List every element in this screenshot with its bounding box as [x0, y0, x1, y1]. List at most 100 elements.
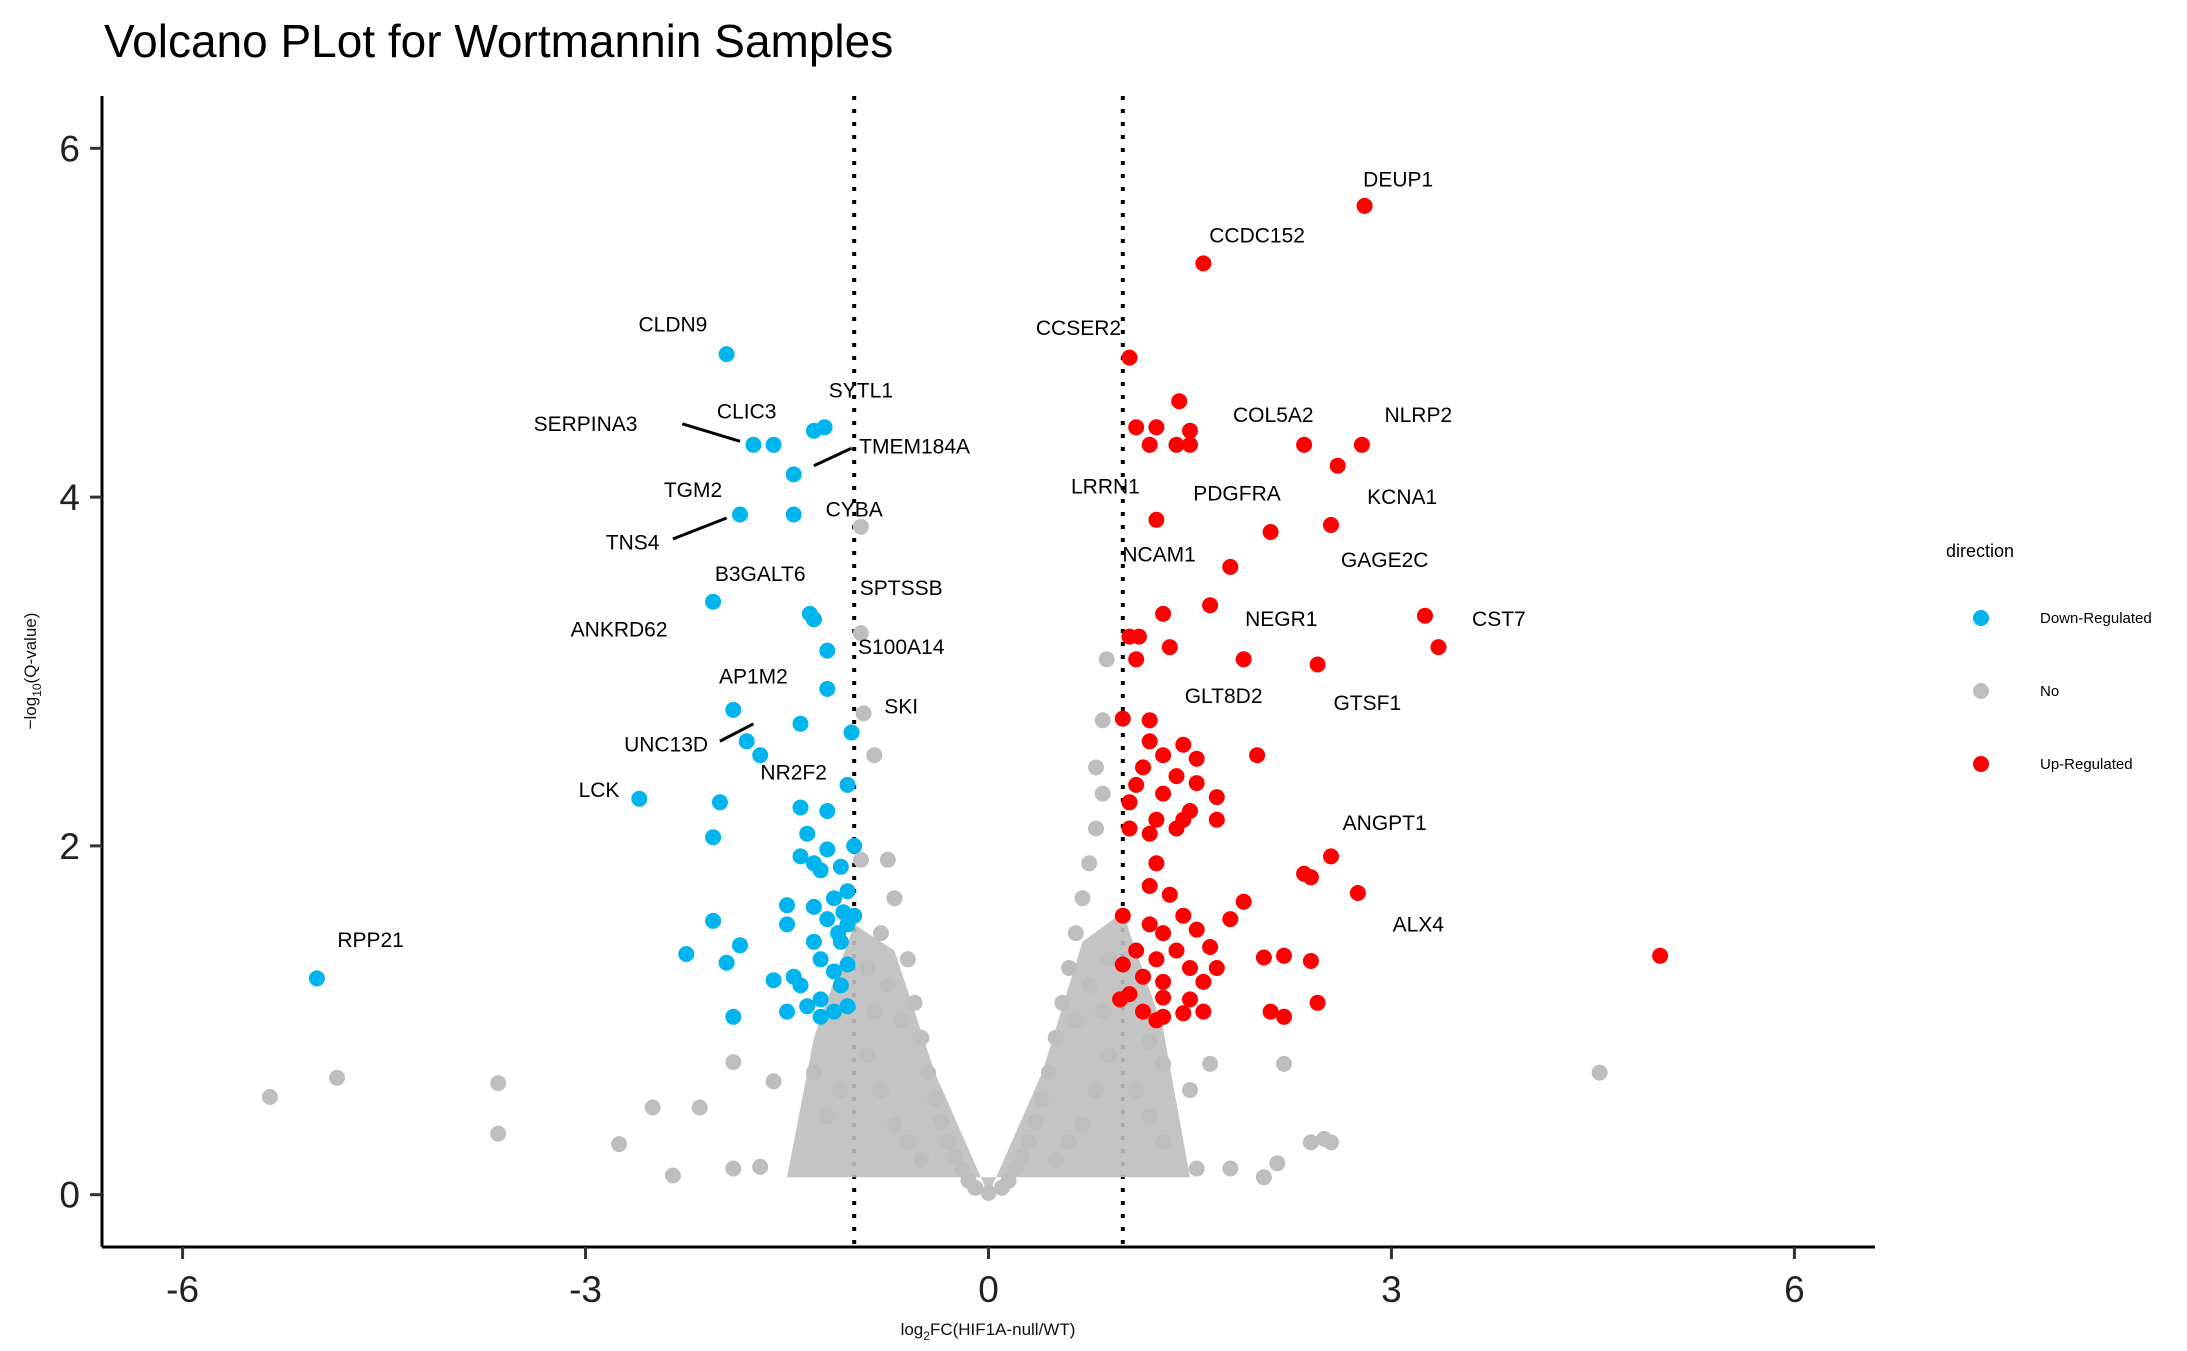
point-no: [1128, 1082, 1145, 1098]
point-down-regulated: [832, 858, 849, 875]
point-no: [1188, 1160, 1205, 1177]
point-no: [1054, 994, 1071, 1011]
point-down-regulated: [805, 898, 822, 915]
point-up-regulated: [1276, 947, 1292, 964]
label-connector: [672, 516, 728, 541]
point-down-regulated: [779, 897, 795, 914]
point-up-regulated: [1208, 960, 1225, 976]
y-tick-label: 2: [59, 826, 80, 867]
point-down-regulated: [631, 790, 648, 807]
point-up-regulated: [1208, 811, 1225, 828]
point-no: [1182, 1082, 1198, 1098]
point-no: [1094, 712, 1111, 729]
point-up-regulated: [1168, 820, 1185, 837]
point-no: [886, 1116, 903, 1133]
point-no: [893, 1012, 910, 1029]
point-no: [980, 1184, 997, 1201]
point-no: [1067, 925, 1084, 942]
point-no: [691, 1099, 708, 1116]
point-no: [1047, 1029, 1064, 1046]
point-up-regulated: [1112, 991, 1129, 1008]
point-no: [946, 1148, 963, 1165]
point-up-regulated: [1302, 869, 1319, 886]
point-up-regulated: [1168, 768, 1185, 785]
gene-label-ncam1: NCAM1: [1122, 544, 1196, 567]
point-no: [1323, 1134, 1339, 1151]
point-up-regulated: [1430, 639, 1447, 656]
point-down-regulated: [819, 841, 836, 858]
gene-label-cst7: CST7: [1472, 608, 1526, 631]
point-down-regulated: [819, 642, 836, 659]
point-no: [765, 1073, 782, 1090]
point-up-regulated: [1141, 878, 1158, 894]
point-down-regulated: [678, 946, 695, 962]
point-up-regulated: [1195, 255, 1212, 272]
point-no: [1067, 1012, 1084, 1029]
point-up-regulated: [1249, 747, 1266, 764]
gene-label-pdgfra: PDGFRA: [1193, 483, 1281, 506]
gene-label-deup1: DEUP1: [1363, 169, 1433, 192]
point-down-regulated: [832, 933, 849, 950]
point-up-regulated: [1296, 436, 1313, 453]
point-down-regulated: [718, 954, 735, 971]
point-up-regulated: [1652, 947, 1669, 964]
point-down-regulated: [805, 933, 822, 950]
gene-label-rpp21: RPP21: [337, 929, 404, 952]
gene-label-lck: LCK: [579, 779, 620, 802]
point-up-regulated: [1417, 607, 1433, 624]
point-no: [1020, 1134, 1037, 1151]
point-no: [852, 625, 869, 642]
y-tick-label: 0: [59, 1175, 80, 1216]
point-no: [1094, 785, 1111, 802]
point-no: [1098, 651, 1115, 668]
point-up-regulated: [1128, 776, 1145, 793]
point-no: [1088, 820, 1104, 837]
point-no: [752, 1158, 769, 1175]
point-no: [926, 1090, 943, 1107]
point-no: [1061, 960, 1078, 976]
point-no: [852, 851, 869, 868]
gene-label-glt8d2: GLT8D2: [1185, 685, 1263, 708]
point-no: [940, 1134, 957, 1151]
point-no: [866, 747, 883, 764]
point-up-regulated: [1141, 916, 1158, 933]
point-up-regulated: [1155, 605, 1172, 622]
gene-label-nr2f2: NR2F2: [760, 762, 827, 785]
legend-label: Down-Regulated: [2040, 610, 2152, 627]
point-up-regulated: [1130, 628, 1147, 645]
point-down-regulated: [839, 776, 856, 793]
legend-label: No: [2040, 683, 2059, 700]
point-up-regulated: [1114, 907, 1131, 924]
point-up-regulated: [1276, 1008, 1292, 1025]
point-up-regulated: [1309, 994, 1326, 1011]
point-no: [933, 1113, 950, 1130]
point-no: [644, 1099, 661, 1116]
x-tick-label: 3: [1381, 1269, 1402, 1310]
point-down-regulated: [843, 724, 860, 741]
point-up-regulated: [1195, 1003, 1212, 1020]
point-up-regulated: [1302, 953, 1319, 969]
point-up-regulated: [1235, 651, 1252, 668]
point-up-regulated: [1323, 848, 1339, 865]
point-no: [1094, 1003, 1111, 1020]
gene-label-alx4: ALX4: [1393, 913, 1445, 936]
point-up-regulated: [1148, 511, 1165, 528]
label-connectors: [672, 422, 853, 743]
gene-label-kcna1: KCNA1: [1367, 486, 1437, 509]
gene-label-negr1: NEGR1: [1245, 608, 1317, 631]
point-up-regulated: [1208, 789, 1225, 806]
point-no: [1276, 1055, 1292, 1072]
point-up-regulated: [1195, 973, 1212, 990]
data-points: [261, 197, 1669, 1201]
point-down-regulated: [839, 883, 856, 900]
point-no: [1101, 951, 1118, 968]
point-no: [879, 851, 896, 868]
point-no: [1027, 1113, 1044, 1130]
legend: direction Down-Regulated No Up-Regulated: [1946, 541, 2152, 773]
point-no: [1202, 1055, 1219, 1072]
point-up-regulated: [1188, 750, 1205, 767]
point-down-regulated: [732, 506, 748, 523]
point-no: [1255, 1169, 1272, 1186]
point-up-regulated: [1168, 436, 1185, 453]
point-no: [1141, 1108, 1158, 1125]
